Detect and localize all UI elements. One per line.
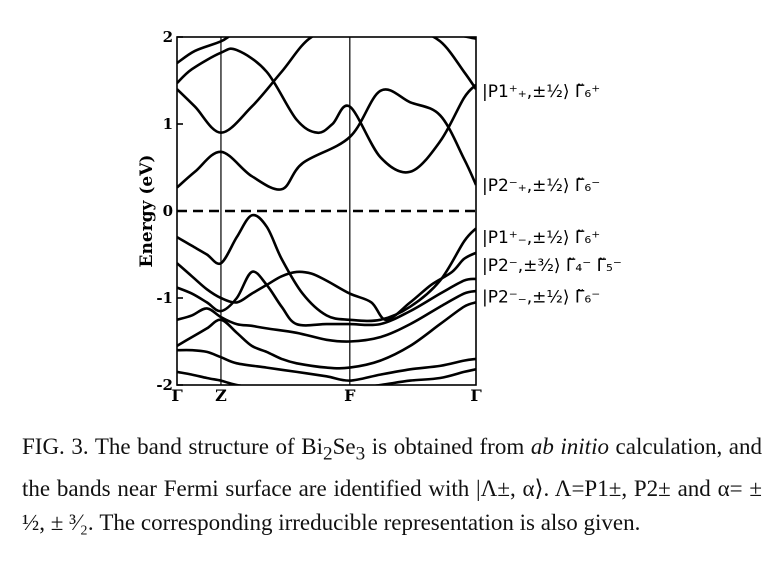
band-annotation-3: |P1⁺₋,±½⟩ Γ̃₆⁺ [482,228,600,248]
y-tick-label-3: 0 [163,202,173,220]
caption-sub1: 2 [323,443,333,465]
band-structure-figure: 2 1 0 -1 -2 Energy (eV) Γ Z F Γ |P1⁺₊,±½⟩ Γ̃₆⁺ |P2⁻… [137,28,622,405]
band-line-4 [177,37,476,65]
band-line-3 [177,47,476,174]
band-line-9 [177,301,476,370]
k-point-label-3: F [344,386,356,405]
labels-layer: 2 1 0 -1 -2 Energy (eV) Γ Z F Γ |P1⁺₊,±½⟩ Γ̃₆⁺ |P2⁻… [137,28,622,405]
band-annotation-1: |P1⁺₊,±½⟩ Γ̃₆⁺ [482,82,600,102]
band-line-5 [177,213,476,323]
band-line-7 [177,270,476,327]
band-structure-chart: 2 1 0 -1 -2 Energy (eV) Γ Z F Γ |P1⁺₊,±½⟩ Γ̃₆⁺ |P2⁻… [137,28,622,405]
caption-rest: calculation, and the bands near Fermi su… [22,434,763,535]
caption-mid1: Se [332,434,356,459]
band-annotation-5: |P2⁻₋,±½⟩ Γ̃₆⁻ [482,287,600,307]
y-axis-label: Energy (eV) [137,155,157,268]
band-annotation-2: |P2⁻₊,±½⟩ Γ̃₆⁻ [482,176,600,196]
band-line-8 [177,289,476,343]
band-line-11 [177,368,476,385]
caption-sub2: 3 [355,443,366,465]
axes-layer [176,36,477,386]
caption-italic: ab initio [530,434,609,459]
figure-caption: FIG. 3. The band structure of Bi2Se3 is … [22,430,762,540]
band-line-1 [177,88,476,191]
band-line-2 [177,37,476,134]
band-line-10 [177,348,476,382]
y-tick-label-2: 1 [163,115,173,133]
k-point-label-2: Z [215,386,227,405]
bands-layer [177,37,476,385]
caption-lead: FIG. 3. The band structure of Bi [22,434,324,459]
y-tick-label-5: -2 [156,376,173,394]
caption-mid2: is obtained from [365,434,531,459]
y-tick-label-1: 2 [163,28,173,46]
y-tick-label-4: -1 [156,289,173,307]
k-point-label-1: Γ [171,386,183,405]
k-point-label-4: Γ [470,386,482,405]
band-annotation-4: |P2⁻,±³⁄₂⟩ Γ̃₄⁻ Γ̃₅⁻ [482,256,622,276]
